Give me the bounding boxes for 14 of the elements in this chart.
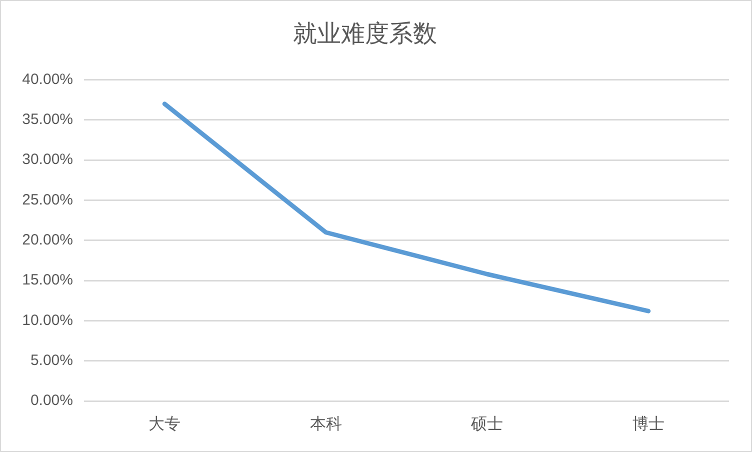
y-tick-label: 0.00%: [30, 392, 73, 410]
y-tick-label: 25.00%: [22, 191, 73, 208]
chart-title: 就业难度系数: [293, 20, 437, 48]
y-tick-label: 30.00%: [22, 151, 73, 168]
y-tick-label: 35.00%: [22, 111, 73, 128]
y-tick-label: 40.00%: [22, 70, 73, 88]
x-tick-label: 硕士: [470, 414, 504, 433]
y-tick-label: 15.00%: [22, 272, 73, 289]
y-tick-label: 10.00%: [22, 312, 73, 329]
y-tick-label: 5.00%: [30, 352, 73, 369]
x-tick-label: 博士: [632, 414, 664, 433]
x-tick-label: 大专: [148, 414, 181, 433]
x-tick-label: 本科: [310, 414, 342, 433]
y-tick-label: 20.00%: [22, 232, 73, 249]
